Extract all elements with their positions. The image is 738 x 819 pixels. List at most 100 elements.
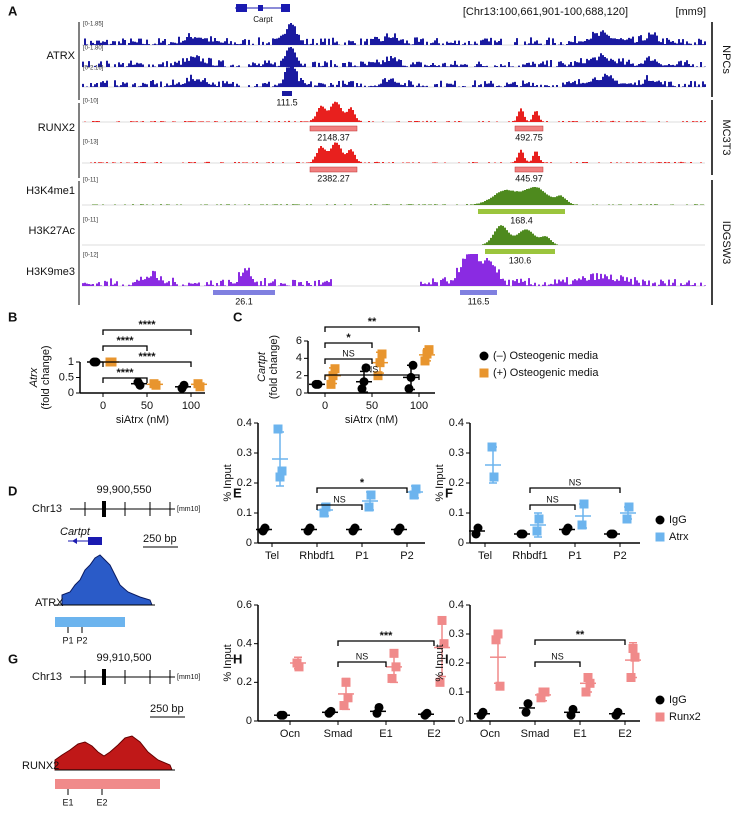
panel-label: G [8, 651, 18, 666]
x-tick-label: Tel [478, 550, 492, 562]
signal-track [90, 142, 702, 163]
data-point [422, 708, 432, 718]
sig-bracket [324, 326, 420, 332]
data-point [387, 673, 397, 683]
y-tick-label: 0.2 [237, 676, 252, 688]
y-tick-label: 0.1 [449, 686, 464, 698]
y-tick-label: 0.2 [449, 657, 464, 669]
data-point [532, 526, 542, 536]
sig-bracket [324, 358, 373, 364]
data-point [135, 380, 145, 390]
data-point [273, 424, 283, 434]
legend-marker [655, 515, 665, 525]
track-range: [0-11] [83, 178, 98, 184]
sig-bracket [102, 361, 192, 367]
x-tick-label: 50 [366, 400, 378, 412]
data-point [277, 466, 287, 476]
panel-label: H [233, 651, 242, 666]
panel-label: F [445, 485, 453, 500]
data-point [489, 472, 499, 482]
signal-peak [61, 554, 153, 606]
sig-label: NS [546, 494, 559, 504]
y-tick-label: 0.3 [449, 447, 464, 459]
sig-bracket [534, 661, 581, 667]
legend-marker [479, 351, 489, 361]
signal-peak [54, 735, 173, 771]
y-tick-label: 6 [296, 335, 302, 347]
x-tick-label: Ocn [480, 728, 500, 740]
data-point [377, 349, 387, 359]
data-point [195, 382, 205, 392]
peak-bar [309, 125, 358, 132]
data-point [613, 707, 623, 717]
data-point [319, 508, 329, 518]
amplicon [55, 779, 160, 789]
panel-label: C [233, 309, 243, 324]
y-axis-label: % Input [222, 464, 234, 501]
genome: [mm10] [177, 506, 200, 513]
primer-label: E2 [96, 797, 107, 807]
sig-bracket [337, 661, 387, 667]
track-name: H3K9me3 [26, 266, 75, 278]
genome: [mm9] [675, 6, 706, 18]
y-tick-label: 0.1 [237, 507, 252, 519]
data-point [495, 681, 505, 691]
data-point [339, 701, 349, 711]
y-tick-label: 0.3 [449, 628, 464, 640]
data-point [435, 677, 445, 687]
data-point [521, 707, 531, 717]
sig-label: **** [116, 335, 134, 347]
data-point [294, 662, 304, 672]
sig-bracket [102, 345, 148, 351]
data-point [305, 523, 315, 533]
peak-bar [309, 166, 358, 173]
data-point [374, 702, 384, 712]
x-tick-label: P1 [355, 550, 368, 562]
data-point [478, 707, 488, 717]
x-axis-label: siAtrx (nM) [116, 414, 169, 426]
peak-value: 2382.27 [317, 173, 350, 183]
signal-track [92, 187, 704, 205]
legend-label: Atrx [669, 531, 689, 543]
track-name: ATRX [46, 50, 75, 62]
y-axis-label: (fold change) [40, 345, 52, 409]
exon [258, 5, 263, 11]
legend-marker [479, 368, 489, 378]
sig-bracket [529, 487, 621, 493]
sig-bracket [534, 639, 626, 645]
sig-bracket [316, 504, 363, 510]
data-point [409, 490, 419, 500]
panel-label: I [445, 651, 449, 666]
track-range: [0-1.85] [83, 22, 104, 28]
data-point [326, 379, 336, 389]
y-tick-label: 4 [296, 352, 302, 364]
track-range: [0-13] [83, 140, 99, 146]
y-tick-label: 0.3 [237, 447, 252, 459]
data-point [563, 523, 573, 533]
y-tick-label: 0.4 [449, 599, 464, 611]
x-tick-label: Ocn [280, 728, 300, 740]
y-axis-label: (fold change) [268, 335, 280, 399]
track-range: [0-12] [83, 253, 99, 259]
data-point [343, 693, 353, 703]
genome: [mm10] [177, 674, 200, 681]
exon [281, 4, 290, 12]
sig-label: **** [116, 367, 134, 379]
y-axis-label: % Input [434, 464, 446, 501]
track-name: H3K27Ac [29, 225, 76, 237]
data-point [361, 363, 371, 373]
data-point [630, 652, 640, 662]
chrom: Chr13 [32, 671, 62, 683]
sig-label: NS [551, 651, 564, 661]
y-tick-label: 0.2 [237, 477, 252, 489]
legend-label: IgG [669, 514, 687, 526]
data-point [404, 384, 414, 394]
peak-value: 111.5 [276, 97, 297, 107]
track-range: [0-11] [83, 218, 98, 224]
data-point [364, 502, 374, 512]
sig-bracket [337, 640, 435, 646]
x-tick-label: Smad [521, 728, 550, 740]
y-axis-label: % Input [222, 644, 234, 681]
y-tick-label: 0.4 [237, 417, 252, 429]
track-range: [0-2.16] [83, 66, 104, 72]
